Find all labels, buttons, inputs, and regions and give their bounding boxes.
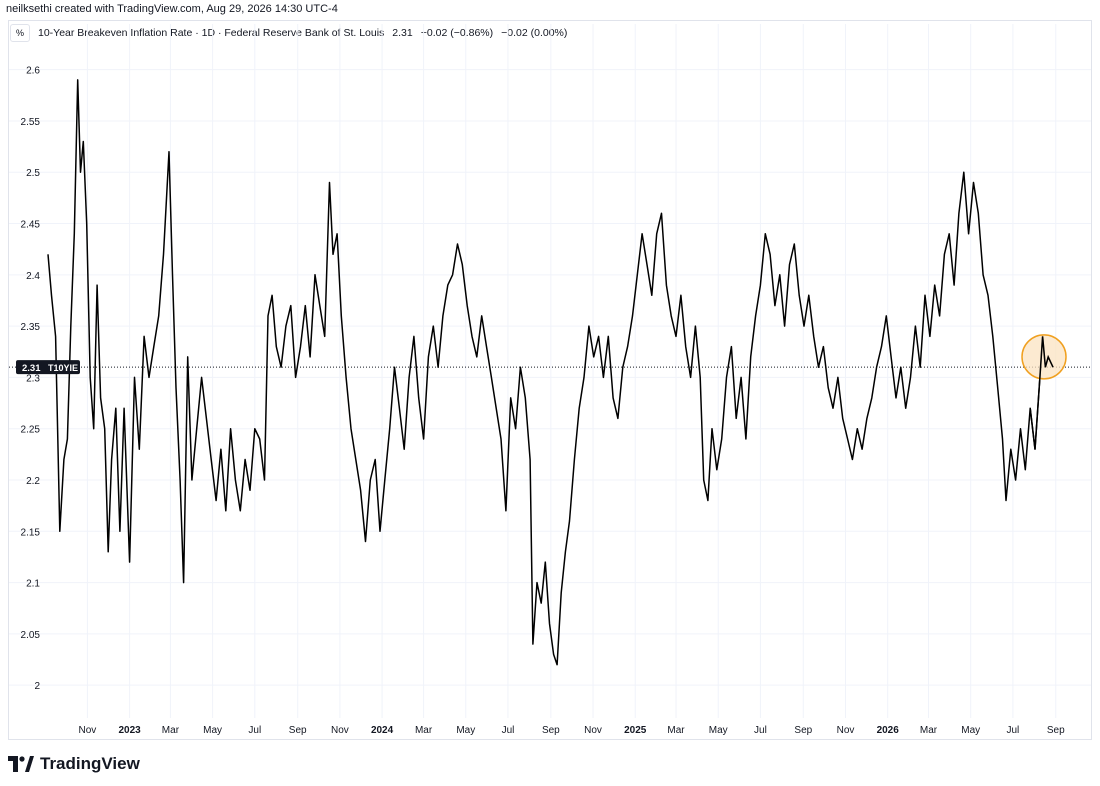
tradingview-logo[interactable]: TradingView (8, 754, 140, 774)
series-legend: % 10-Year Breakeven Inflation Rate · 1D … (10, 24, 567, 42)
chart-pane[interactable] (8, 20, 1092, 740)
legend-change: −0.02 (−0.86%) (420, 27, 494, 39)
legend-title: 10-Year Breakeven Inflation Rate · 1D · … (38, 27, 385, 39)
created-by-text: neilksethi created with TradingView.com,… (6, 3, 338, 15)
legend-change-secondary: −0.02 (0.00%) (501, 27, 568, 39)
legend-last-value: 2.31 (392, 27, 413, 39)
unit-button[interactable]: % (10, 24, 30, 42)
brand-name: TradingView (40, 754, 140, 773)
tradingview-logo-icon (8, 756, 34, 772)
